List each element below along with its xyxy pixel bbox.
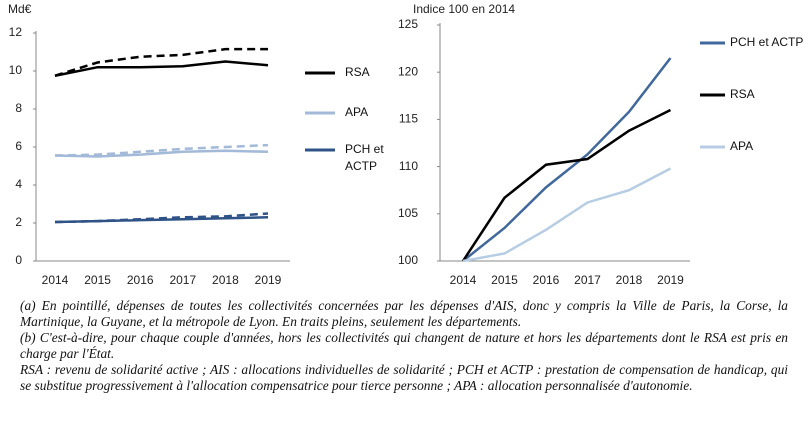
series-line	[54, 47, 268, 77]
series-line	[54, 60, 269, 77]
note: RSA : revenu de solidarité active ; AIS …	[20, 362, 788, 393]
y-tick-label: 120	[398, 64, 418, 78]
x-tick-label: 2019	[657, 273, 684, 287]
x-tick-label: 2014	[450, 273, 477, 287]
legend-label: PCH et ACTP	[345, 142, 384, 173]
y-tick-label: 4	[15, 177, 22, 191]
note: (a) En pointillé, dépenses de toutes les…	[20, 298, 788, 329]
y-tick-label: 8	[15, 101, 22, 115]
x-tick-label: 2016	[127, 273, 154, 287]
x-tick-label: 2014	[42, 273, 69, 287]
x-tick-label: 2015	[84, 273, 111, 287]
y-tick-label: 125	[398, 17, 418, 31]
series-line	[54, 212, 269, 224]
y-tick-label: 110	[399, 159, 418, 173]
legend-label: RSA	[345, 65, 370, 79]
legend-label: RSA	[730, 87, 755, 101]
y-axis-label: Md€	[8, 2, 32, 16]
x-tick-label: 2018	[212, 273, 239, 287]
x-tick-label: 2015	[491, 273, 518, 287]
legend-label: APA	[730, 139, 754, 153]
y-axis-label: Indice 100 en 2014	[413, 2, 515, 16]
y-tick-label: 105	[398, 206, 418, 220]
y-tick-label: 0	[15, 253, 22, 267]
y-tick-label: 12	[9, 25, 23, 39]
y-tick-label: 115	[399, 112, 418, 126]
series-line	[461, 108, 672, 262]
x-tick-label: 2017	[169, 273, 196, 287]
y-tick-label: 2	[15, 215, 22, 229]
y-tick-label: 100	[398, 253, 418, 267]
series-line	[54, 149, 269, 158]
legend-label: APA	[345, 105, 369, 119]
series-line	[462, 167, 672, 263]
note: (b) C'est-à-dire, pour chaque couple d'a…	[20, 330, 788, 361]
charts: Md€ 0 2 4 6 8 10 12 2014 2015 2016 2017 2018 2019 Indi…	[8, 2, 725, 287]
legend-label: PCH et ACTP	[730, 35, 804, 49]
x-tick-label: 2016	[533, 273, 560, 287]
x-tick-label: 2017	[574, 273, 601, 287]
series-line	[54, 143, 269, 157]
x-tick-label: 2018	[616, 273, 643, 287]
series-line	[54, 216, 269, 224]
y-tick-label: 6	[15, 139, 22, 153]
x-tick-label: 2019	[255, 273, 282, 287]
series-line	[462, 57, 672, 262]
notes: (a) En pointillé, dépenses de toutes les…	[20, 298, 788, 394]
y-tick-label: 10	[9, 63, 23, 77]
